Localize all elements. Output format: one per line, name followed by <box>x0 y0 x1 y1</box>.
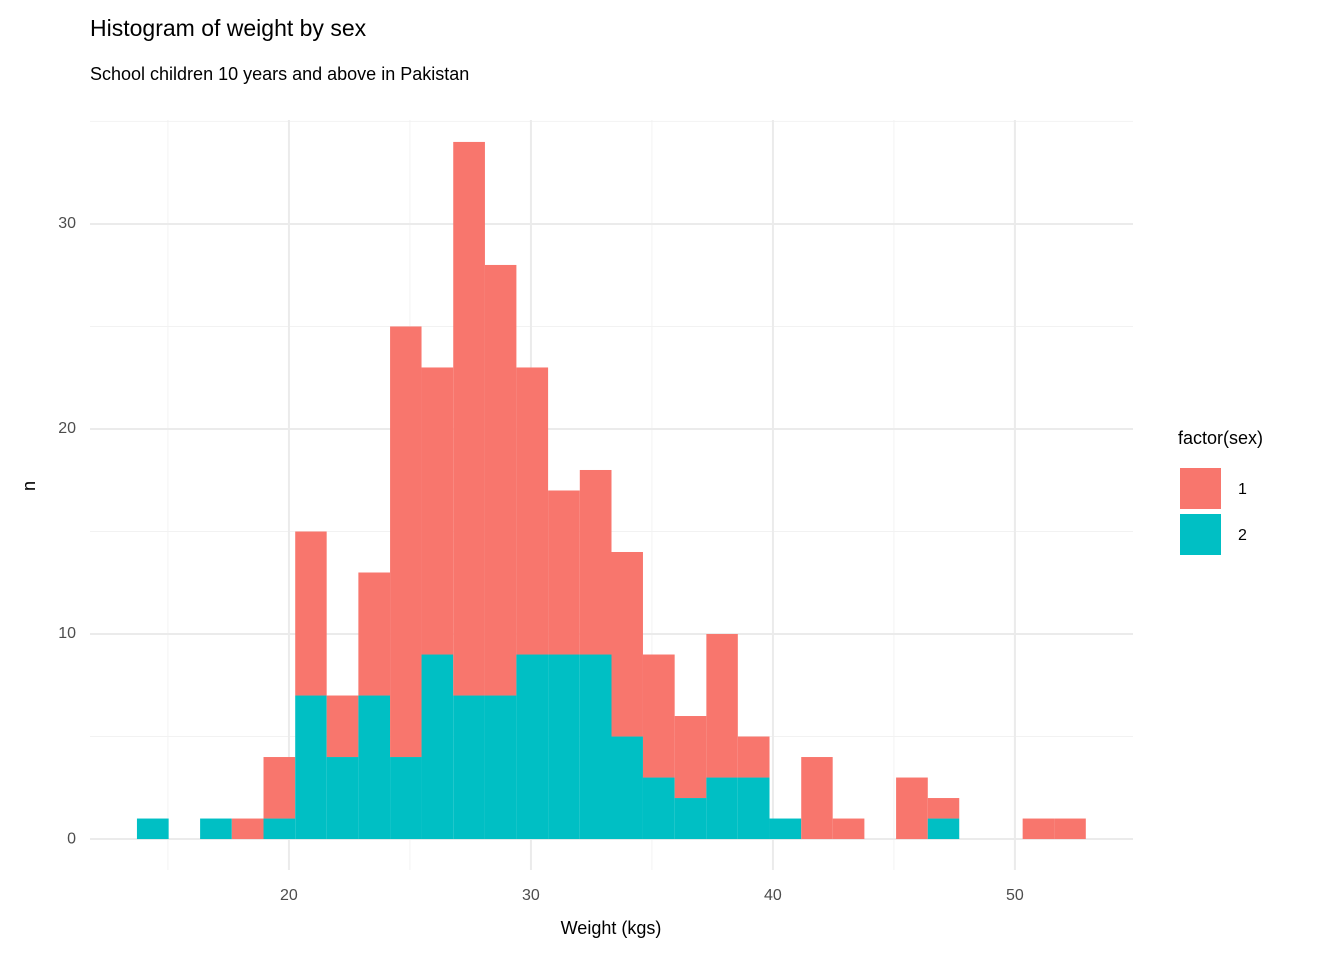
bar <box>579 654 612 840</box>
bar <box>295 531 327 696</box>
bar <box>579 469 612 655</box>
legend-key <box>1180 514 1221 555</box>
bar <box>326 695 359 758</box>
bar <box>516 367 549 655</box>
bar <box>737 736 770 778</box>
bar <box>231 818 264 840</box>
bar <box>674 716 707 799</box>
bar <box>548 654 580 840</box>
bar <box>642 654 675 778</box>
bar <box>453 141 485 696</box>
bar <box>674 798 707 840</box>
bar <box>358 572 391 696</box>
y-axis-label: n <box>19 481 39 491</box>
y-tick-label: 10 <box>58 625 76 642</box>
bar <box>390 326 422 758</box>
bar <box>516 654 549 840</box>
bar <box>484 695 517 840</box>
bar <box>421 367 454 655</box>
bar <box>801 757 833 840</box>
bar <box>706 777 738 840</box>
chart-subtitle: School children 10 years and above in Pa… <box>90 64 469 84</box>
bar <box>390 757 422 840</box>
x-tick-label: 40 <box>764 887 782 904</box>
bar <box>484 264 517 696</box>
bar <box>769 818 802 840</box>
bar <box>263 757 296 819</box>
x-axis-label: Weight (kgs) <box>561 918 662 938</box>
bar <box>453 695 485 840</box>
bar <box>421 654 454 840</box>
bar <box>1022 818 1055 840</box>
legend-key <box>1180 468 1221 509</box>
x-tick-label: 50 <box>1006 887 1024 904</box>
bar <box>927 798 960 819</box>
bar <box>896 777 928 840</box>
bar <box>295 695 327 840</box>
bar <box>832 818 865 840</box>
legend-title: factor(sex) <box>1178 428 1263 448</box>
bar <box>136 818 169 840</box>
bar <box>263 818 296 840</box>
y-tick-label: 0 <box>67 830 76 847</box>
bar <box>927 818 960 840</box>
bar <box>548 490 580 655</box>
bar <box>326 757 359 840</box>
bar <box>1054 818 1086 840</box>
y-tick-label: 20 <box>58 420 76 437</box>
legend-label: 1 <box>1238 481 1247 498</box>
x-tick-label: 30 <box>522 887 540 904</box>
bar <box>611 551 643 737</box>
x-tick-label: 20 <box>280 887 298 904</box>
bar <box>611 736 643 840</box>
legend-label: 2 <box>1238 527 1247 544</box>
bar <box>737 777 770 840</box>
y-tick-label: 30 <box>58 215 76 232</box>
bar <box>358 695 391 840</box>
bar <box>200 818 232 840</box>
chart-title: Histogram of weight by sex <box>90 15 367 41</box>
bar <box>642 777 675 840</box>
bar <box>706 634 738 778</box>
